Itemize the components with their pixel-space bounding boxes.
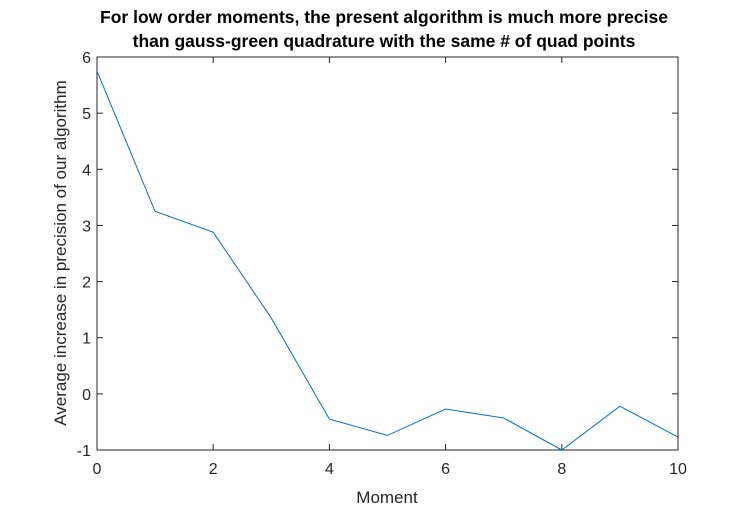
title-line-2: than gauss-green quadrature with the sam… [133, 31, 636, 51]
x-axis: 0 2 4 6 8 10 [93, 57, 687, 478]
x-tick-label: 4 [325, 461, 334, 478]
y-tick-label: 6 [82, 50, 91, 67]
x-tick-label: 8 [557, 461, 566, 478]
y-tick-label: 4 [82, 162, 91, 179]
series-line [96, 70, 679, 451]
plot-area-box [96, 56, 679, 451]
y-tick-label: -1 [77, 443, 91, 460]
series-layer [96, 70, 679, 451]
y-tick-label: 2 [82, 275, 91, 292]
y-axis-label: Average increase in precision of our alg… [51, 80, 70, 426]
x-tick-label: 10 [669, 461, 687, 478]
x-tick-label: 0 [93, 461, 102, 478]
title-line-1: For low order moments, the present algor… [100, 7, 668, 27]
x-tick-label: 2 [209, 461, 218, 478]
y-tick-label: 0 [82, 387, 91, 404]
y-tick-label: 1 [82, 331, 91, 348]
x-axis-label: Moment [356, 488, 418, 507]
chart-title: For low order moments, the present algor… [100, 7, 668, 51]
x-tick-label: 6 [441, 461, 450, 478]
y-axis: -1 0 1 2 3 4 5 6 [77, 50, 678, 460]
y-tick-label: 5 [82, 106, 91, 123]
y-tick-label: 3 [82, 218, 91, 235]
